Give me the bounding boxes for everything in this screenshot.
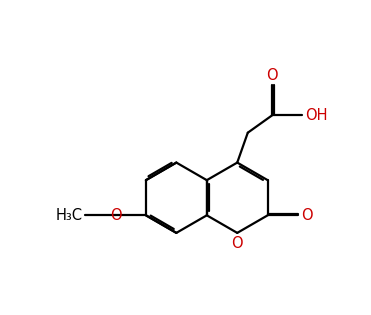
- Text: O: O: [301, 208, 312, 223]
- Text: O: O: [110, 208, 121, 223]
- Text: H₃C: H₃C: [55, 208, 82, 223]
- Text: O: O: [232, 236, 243, 251]
- Text: OH: OH: [305, 108, 328, 123]
- Text: O: O: [267, 68, 278, 83]
